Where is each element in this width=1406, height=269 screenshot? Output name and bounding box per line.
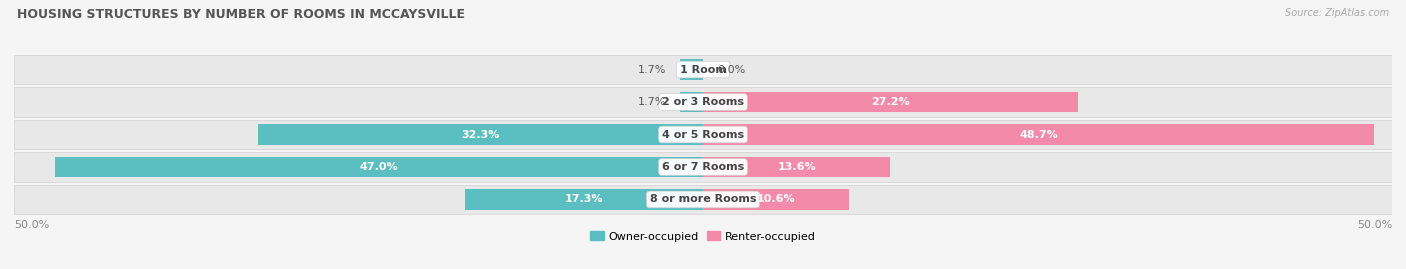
Text: 0.0%: 0.0% <box>717 65 745 75</box>
Text: 48.7%: 48.7% <box>1019 129 1057 140</box>
Text: 27.2%: 27.2% <box>872 97 910 107</box>
Bar <box>703 125 1374 144</box>
Bar <box>14 152 1392 182</box>
Bar <box>14 185 1392 214</box>
Text: 32.3%: 32.3% <box>461 129 499 140</box>
Text: 8 or more Rooms: 8 or more Rooms <box>650 194 756 204</box>
Text: 47.0%: 47.0% <box>360 162 398 172</box>
Text: 4 or 5 Rooms: 4 or 5 Rooms <box>662 129 744 140</box>
Legend: Owner-occupied, Renter-occupied: Owner-occupied, Renter-occupied <box>586 227 820 246</box>
Bar <box>55 157 703 177</box>
Text: 6 or 7 Rooms: 6 or 7 Rooms <box>662 162 744 172</box>
Bar <box>679 59 703 80</box>
Text: 1.7%: 1.7% <box>637 97 666 107</box>
Bar <box>14 87 1392 117</box>
Bar <box>679 92 703 112</box>
Text: 17.3%: 17.3% <box>565 194 603 204</box>
Bar <box>703 189 849 210</box>
Text: 2 or 3 Rooms: 2 or 3 Rooms <box>662 97 744 107</box>
Text: 1.7%: 1.7% <box>637 65 666 75</box>
Bar <box>14 120 1392 149</box>
Bar <box>257 125 703 144</box>
Text: 13.6%: 13.6% <box>778 162 815 172</box>
Text: 50.0%: 50.0% <box>14 220 49 230</box>
Text: HOUSING STRUCTURES BY NUMBER OF ROOMS IN MCCAYSVILLE: HOUSING STRUCTURES BY NUMBER OF ROOMS IN… <box>17 8 465 21</box>
Bar <box>14 55 1392 84</box>
Bar <box>464 189 703 210</box>
Text: 1 Room: 1 Room <box>679 65 727 75</box>
Text: 50.0%: 50.0% <box>1357 220 1392 230</box>
Text: Source: ZipAtlas.com: Source: ZipAtlas.com <box>1285 8 1389 18</box>
Bar <box>703 157 890 177</box>
Text: 10.6%: 10.6% <box>756 194 796 204</box>
Bar <box>703 92 1078 112</box>
